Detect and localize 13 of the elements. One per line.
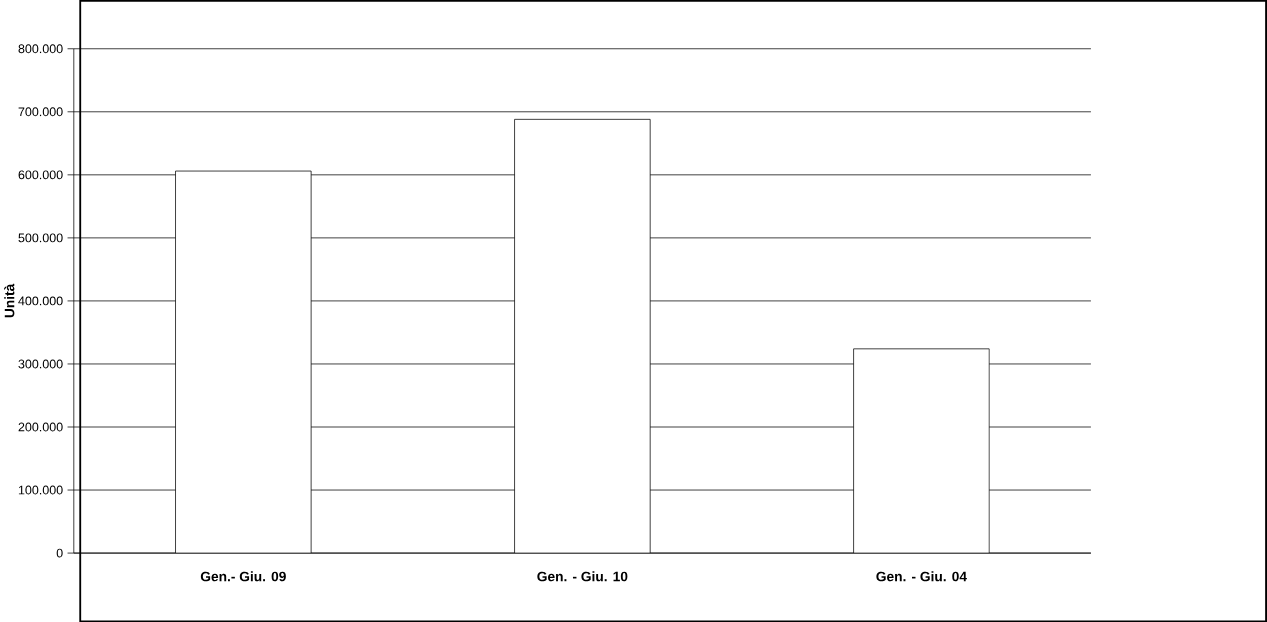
- y-tick-label: 600.000: [18, 170, 63, 180]
- x-tick-label: Gen. - Giu. 04: [876, 571, 967, 582]
- y-tick-label: 300.000: [18, 359, 63, 369]
- x-tick-label: Gen.- Giu. 09: [200, 571, 286, 582]
- y-tick-label: 700.000: [18, 107, 63, 116]
- x-tick-label: Gen. - Giu. 10: [537, 571, 628, 582]
- y-tick-label: 500.000: [18, 233, 63, 243]
- y-tick-label: 800.000: [18, 44, 63, 53]
- y-tick-label: 100.000: [18, 485, 63, 495]
- y-tick-label: 0: [56, 548, 63, 558]
- y-axis-title: Unità: [4, 283, 15, 318]
- y-tick-label: 400.000: [18, 296, 63, 306]
- y-tick-label: 200.000: [18, 422, 63, 432]
